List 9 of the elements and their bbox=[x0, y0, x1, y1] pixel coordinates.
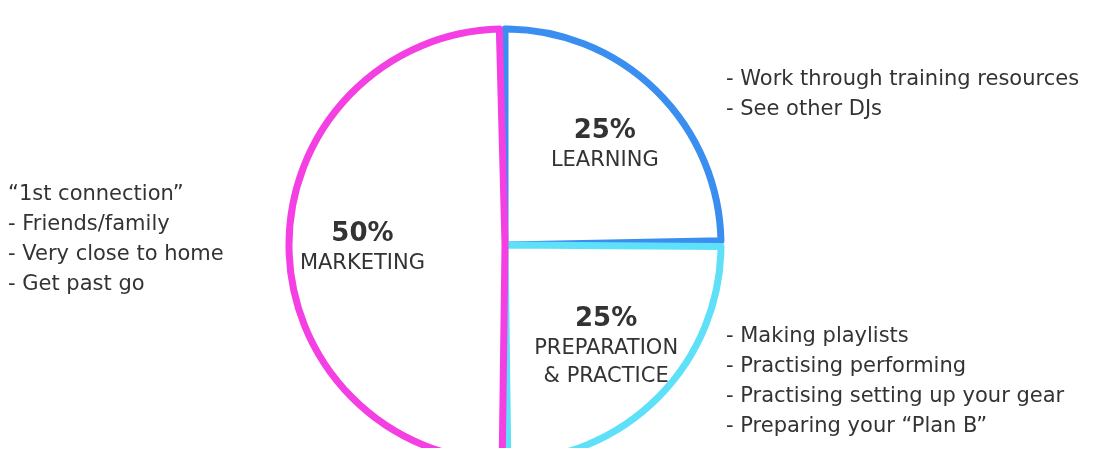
text: - Making playlists - Practising performing - Practising setting up your gear - Preparing your “Plan B” bbox=[726, 322, 1065, 439]
slice-label: MARKETING bbox=[299, 249, 426, 274]
text: - Work through training resources - See other DJs bbox=[726, 65, 1080, 122]
data-label: 50% bbox=[331, 216, 394, 247]
data-label: 25% bbox=[575, 302, 638, 333]
slice-label: PREPARATION & PRACTICE bbox=[534, 335, 679, 388]
text: “1st connection” - Friends/family - Very close to home - Get past go bbox=[8, 180, 224, 297]
slice-label: LEARNING bbox=[550, 147, 659, 172]
data-label: 25% bbox=[573, 114, 636, 145]
